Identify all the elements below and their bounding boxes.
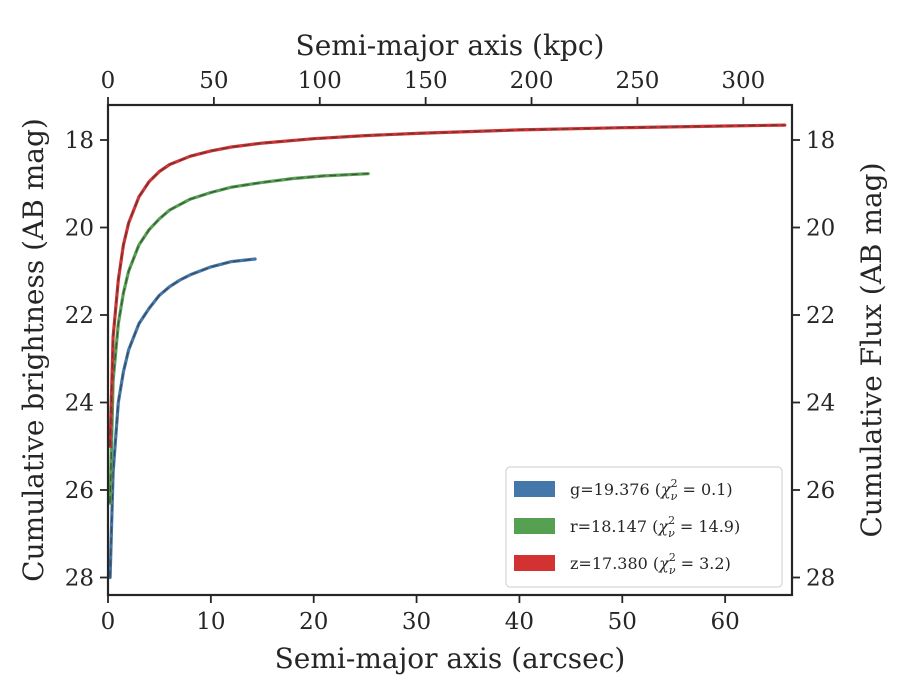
x-top-tick-label: 300: [721, 68, 765, 94]
series-line-g: [108, 257, 257, 580]
legend-label-r: r=18.147 (χ2 ν = 14.9): [570, 514, 740, 540]
model-line-g: [109, 258, 256, 578]
legend-swatch-g: [514, 481, 555, 497]
y-right-tick-label: 18: [806, 128, 835, 154]
y-right-tick-label: 26: [806, 478, 835, 504]
x-top-tick-label: 0: [101, 68, 116, 94]
model-line-r: [109, 173, 369, 504]
x-top-tick-label: 150: [404, 68, 448, 94]
legend-label-g: g=19.376 (χ2 ν = 0.1): [570, 477, 733, 503]
legend-swatch-r: [514, 518, 555, 534]
x-top-tick-label: 50: [199, 68, 228, 94]
model-line-z: [109, 124, 785, 447]
y-tick-label: 20: [65, 216, 94, 242]
y-tick-label: 28: [65, 566, 94, 592]
y-tick-label: 24: [65, 391, 94, 417]
x-tick-label: 60: [711, 609, 740, 635]
y-tick-label: 22: [65, 303, 94, 329]
y-tick-label: 26: [65, 478, 94, 504]
y-right-tick-label: 20: [806, 216, 835, 242]
legend-label-z: z=17.380 (χ2 ν = 3.2): [570, 551, 731, 577]
series-line-z: [108, 123, 787, 448]
x-top-axis-label: Semi-major axis (kpc): [296, 29, 605, 62]
tick-layer: 0 10 20 30 40 50 60 0 50 100 150 200 250 300 18 20 22 24 2…: [65, 68, 836, 635]
y-right-axis-label: Cumulative Flux (AB mag): [855, 162, 888, 537]
x-tick-label: 10: [196, 609, 225, 635]
x-tick-label: 50: [608, 609, 637, 635]
legend-box: [505, 466, 783, 588]
x-top-tick-label: 200: [510, 68, 554, 94]
y-right-tick-label: 24: [806, 391, 835, 417]
x-top-tick-label: 100: [298, 68, 342, 94]
x-axis-label: Semi-major axis (arcsec): [275, 642, 626, 675]
y-axis-label: Cumulative brightness (AB mag): [17, 118, 50, 582]
y-tick-label: 18: [65, 128, 94, 154]
y-right-tick-label: 22: [806, 303, 835, 329]
x-tick-label: 40: [505, 609, 534, 635]
x-top-tick-label: 250: [615, 68, 659, 94]
plot-frame: [106, 103, 794, 597]
legend-swatch-z: [514, 555, 555, 571]
legend: g=19.376 (χ2 ν = 0.1) r=18.147 (χ2 ν = 14.9…: [505, 466, 783, 588]
x-tick-label: 0: [101, 609, 116, 635]
curve-layer: [108, 123, 787, 580]
series-line-r: [108, 172, 370, 505]
x-tick-label: 20: [299, 609, 328, 635]
x-tick-label: 30: [402, 609, 431, 635]
y-right-tick-label: 28: [806, 566, 835, 592]
